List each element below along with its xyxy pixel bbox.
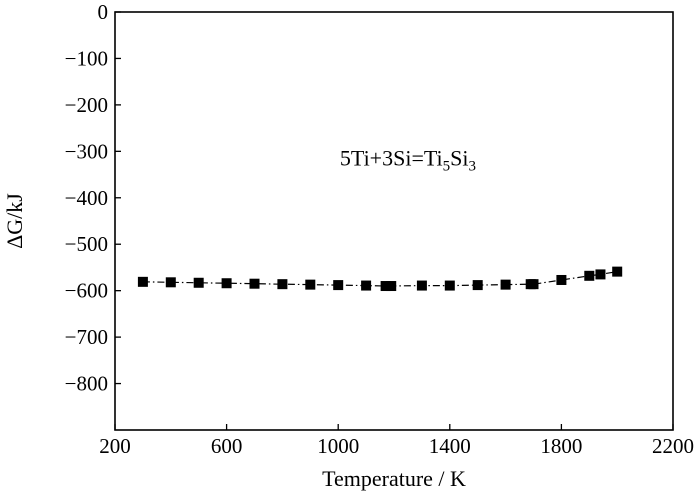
x-axis: 200 600 1000 1400 1800 2200 (99, 424, 694, 458)
data-point (333, 280, 344, 291)
data-point (444, 280, 455, 291)
annotation-equation: 5Ti+3Si=Ti5Si3 (340, 145, 476, 174)
data-point (277, 279, 288, 290)
y-axis-title: ΔG/kJ (2, 193, 27, 249)
x-tick-label: 1800 (540, 434, 582, 458)
data-point (584, 270, 595, 281)
x-tick-label: 200 (99, 434, 131, 458)
annotation-text-main: 5Ti+3Si=Ti (340, 145, 443, 170)
data-point (386, 281, 397, 292)
data-point (380, 281, 391, 292)
y-tick-label: −500 (65, 232, 108, 256)
series-layer (137, 266, 623, 292)
y-axis: 0 −100 −200 −300 −400 −500 −600 −700 −800 (65, 0, 121, 396)
y-tick-label: −200 (65, 93, 108, 117)
data-point (528, 279, 539, 290)
data-point (500, 279, 511, 290)
data-point (472, 280, 483, 291)
data-point (165, 277, 176, 288)
y-tick-label: −400 (65, 186, 108, 210)
series-line (142, 271, 618, 287)
data-point (193, 277, 204, 288)
data-point (556, 274, 567, 285)
y-tick-label: −300 (65, 139, 108, 163)
data-point (305, 279, 316, 290)
data-point (361, 280, 372, 291)
x-tick-label: 600 (211, 434, 243, 458)
y-tick-label: −600 (65, 279, 108, 303)
x-tick-label: 2200 (652, 434, 694, 458)
y-tick-label: 0 (98, 0, 109, 24)
data-point (249, 278, 260, 289)
data-point (221, 278, 232, 289)
data-point (416, 280, 427, 291)
x-tick-label: 1400 (429, 434, 471, 458)
annotation-text-mid: Si (450, 145, 468, 170)
y-tick-label: −100 (65, 46, 108, 70)
annotation-sub-2: 3 (468, 158, 476, 174)
x-tick-label: 1000 (317, 434, 359, 458)
data-point (595, 269, 606, 280)
plot-frame (114, 11, 674, 431)
x-axis-title: Temperature / K (322, 466, 466, 491)
data-point (612, 266, 623, 277)
y-tick-label: −800 (65, 372, 108, 396)
y-tick-label: −700 (65, 325, 108, 349)
data-point (137, 276, 148, 287)
annotation-sub-1: 5 (443, 158, 451, 174)
